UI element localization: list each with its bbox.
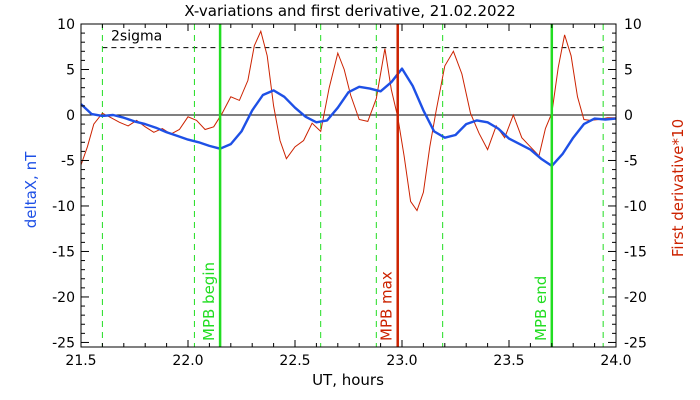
y-tick-label-left-1: 5 xyxy=(66,62,75,78)
x-tick-label-4: 23.5 xyxy=(493,353,524,369)
mpb-marker-label-2: MPB end xyxy=(532,276,550,341)
y-tick-label-left-4: -10 xyxy=(52,199,75,215)
y-tick-label-right-7: -25 xyxy=(624,335,647,351)
y-tick-label-left-2: 0 xyxy=(66,108,75,124)
threshold-label: 2sigma xyxy=(111,29,162,45)
x-tick-label-0: 21.5 xyxy=(65,353,96,369)
series-derivative-line xyxy=(80,29,616,212)
chart-title: X-variations and first derivative, 21.02… xyxy=(184,2,515,20)
y-tick-label-right-2: 0 xyxy=(624,108,633,124)
x-tick-label-1: 22.0 xyxy=(172,353,203,369)
left-axis-title: deltaX, nT xyxy=(22,151,40,228)
series-deltax-line xyxy=(80,67,617,168)
y-tick-label-right-3: -5 xyxy=(624,153,638,169)
y-tick-label-right-0: 10 xyxy=(624,17,642,33)
y-tick-label-right-1: 5 xyxy=(624,62,633,78)
x-tick-label-2: 22.5 xyxy=(279,353,310,369)
plot-frame xyxy=(80,23,617,348)
y-tick-label-right-6: -20 xyxy=(624,290,647,306)
y-tick-label-left-7: -25 xyxy=(52,335,75,351)
y-tick-label-right-5: -15 xyxy=(624,244,647,260)
x-axis-title: UT, hours xyxy=(312,371,384,389)
mpb-marker-label-0: MPB begin xyxy=(200,262,218,341)
y-tick-label-left-6: -20 xyxy=(52,290,75,306)
y-tick-label-left-3: -5 xyxy=(61,153,75,169)
mpb-marker-label-1: MPB max xyxy=(378,271,396,341)
y-tick-label-right-4: -10 xyxy=(624,199,647,215)
y-tick-label-left-0: 10 xyxy=(57,17,75,33)
x-tick-label-5: 24.0 xyxy=(600,353,631,369)
x-tick-label-3: 23.0 xyxy=(386,353,417,369)
y-tick-label-left-5: -15 xyxy=(52,244,75,260)
right-axis-title: First derivative*10 xyxy=(669,119,687,257)
